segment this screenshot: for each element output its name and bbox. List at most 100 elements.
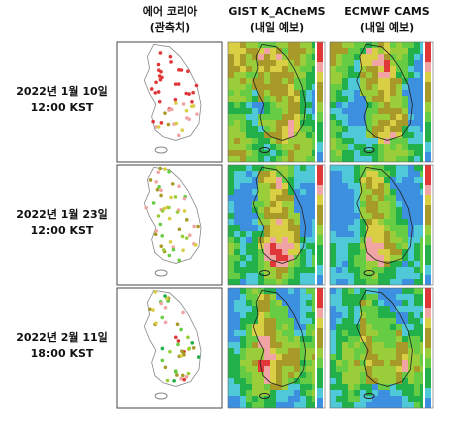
- model-cell: [246, 90, 252, 96]
- model-cell: [414, 66, 420, 72]
- model-cell: [366, 195, 372, 201]
- model-cell: [276, 138, 282, 144]
- model-cell: [294, 207, 300, 213]
- model-cell: [348, 402, 354, 408]
- model-cell: [240, 237, 246, 243]
- model-cell: [306, 90, 312, 96]
- model-cell: [294, 390, 300, 396]
- model-cell: [384, 78, 390, 84]
- model-cell: [342, 243, 348, 249]
- model-cell: [258, 372, 264, 378]
- station-dot: [182, 377, 187, 382]
- model-cell: [300, 177, 306, 183]
- model-cell: [288, 249, 294, 255]
- model-cell: [360, 183, 366, 189]
- model-cell: [252, 120, 258, 126]
- model-cell: [372, 114, 378, 120]
- model-cell: [312, 243, 315, 249]
- model-cell: [306, 384, 312, 390]
- model-cell: [294, 213, 300, 219]
- model-cell: [384, 177, 390, 183]
- model-cell: [348, 354, 354, 360]
- model-cell: [240, 336, 246, 342]
- station-dot: [179, 354, 184, 358]
- model-cell: [360, 138, 366, 144]
- map-panels: [116, 41, 434, 409]
- model-cell: [258, 60, 264, 66]
- model-cell: [282, 114, 288, 120]
- model-cell: [312, 402, 315, 408]
- model-cell: [294, 273, 300, 279]
- model-cell: [354, 237, 360, 243]
- model-cell: [354, 360, 360, 366]
- model-cell: [276, 273, 282, 279]
- station-dot: [187, 92, 191, 96]
- model-cell: [234, 78, 240, 84]
- model-cell: [246, 219, 252, 225]
- model-cell: [282, 150, 288, 156]
- model-cell: [360, 267, 366, 273]
- model-cell: [396, 72, 402, 78]
- model-cell: [240, 126, 246, 132]
- model-cell: [240, 42, 246, 48]
- model-cell: [342, 330, 348, 336]
- model-cell: [246, 165, 252, 171]
- model-cell: [312, 207, 315, 213]
- model-cell: [378, 300, 384, 306]
- station-dot: [193, 243, 198, 247]
- coastline: [356, 166, 413, 264]
- model-cell: [258, 48, 264, 54]
- model-cell: [372, 366, 378, 372]
- model-cell: [246, 372, 252, 378]
- model-cell: [390, 318, 396, 324]
- model-cell: [258, 273, 264, 279]
- model-cell: [378, 102, 384, 108]
- model-cell: [234, 177, 240, 183]
- model-cell: [420, 78, 423, 84]
- model-cell: [306, 255, 312, 261]
- model-cell: [402, 177, 408, 183]
- model-cell: [282, 294, 288, 300]
- model-cell: [264, 267, 270, 273]
- model-cell: [276, 165, 282, 171]
- model-cell: [390, 150, 396, 156]
- model-cell: [396, 360, 402, 366]
- model-cell: [360, 150, 366, 156]
- model-cell: [414, 78, 420, 84]
- model-cell: [282, 84, 288, 90]
- model-cell: [306, 171, 312, 177]
- model-cell: [366, 120, 372, 126]
- model-cell: [294, 384, 300, 390]
- model-cell: [264, 312, 270, 318]
- station-dot: [154, 321, 158, 325]
- station-dot: [174, 121, 179, 126]
- colorbar-step: [317, 378, 323, 388]
- colorbar-step: [317, 255, 323, 265]
- station-dot: [158, 77, 163, 82]
- model-cell: [306, 336, 312, 342]
- model-cell: [240, 156, 246, 162]
- island: [363, 270, 375, 276]
- model-cell: [228, 60, 234, 66]
- model-cell: [402, 213, 408, 219]
- model-cell: [240, 300, 246, 306]
- model-cell: [414, 189, 420, 195]
- model-cell: [378, 267, 384, 273]
- model-cell: [282, 267, 288, 273]
- model-cell: [408, 78, 414, 84]
- model-cell: [234, 300, 240, 306]
- model-cell: [390, 54, 396, 60]
- model-cell: [384, 195, 390, 201]
- model-cell: [372, 360, 378, 366]
- model-cell: [240, 189, 246, 195]
- model-cell: [414, 342, 420, 348]
- model-cell: [246, 396, 252, 402]
- model-cell: [390, 261, 396, 267]
- model-cell: [288, 312, 294, 318]
- model-cell: [282, 378, 288, 384]
- model-cell: [240, 402, 246, 408]
- model-cell: [258, 402, 264, 408]
- model-cell: [378, 384, 384, 390]
- model-cell: [390, 66, 396, 72]
- model-cell: [312, 114, 315, 120]
